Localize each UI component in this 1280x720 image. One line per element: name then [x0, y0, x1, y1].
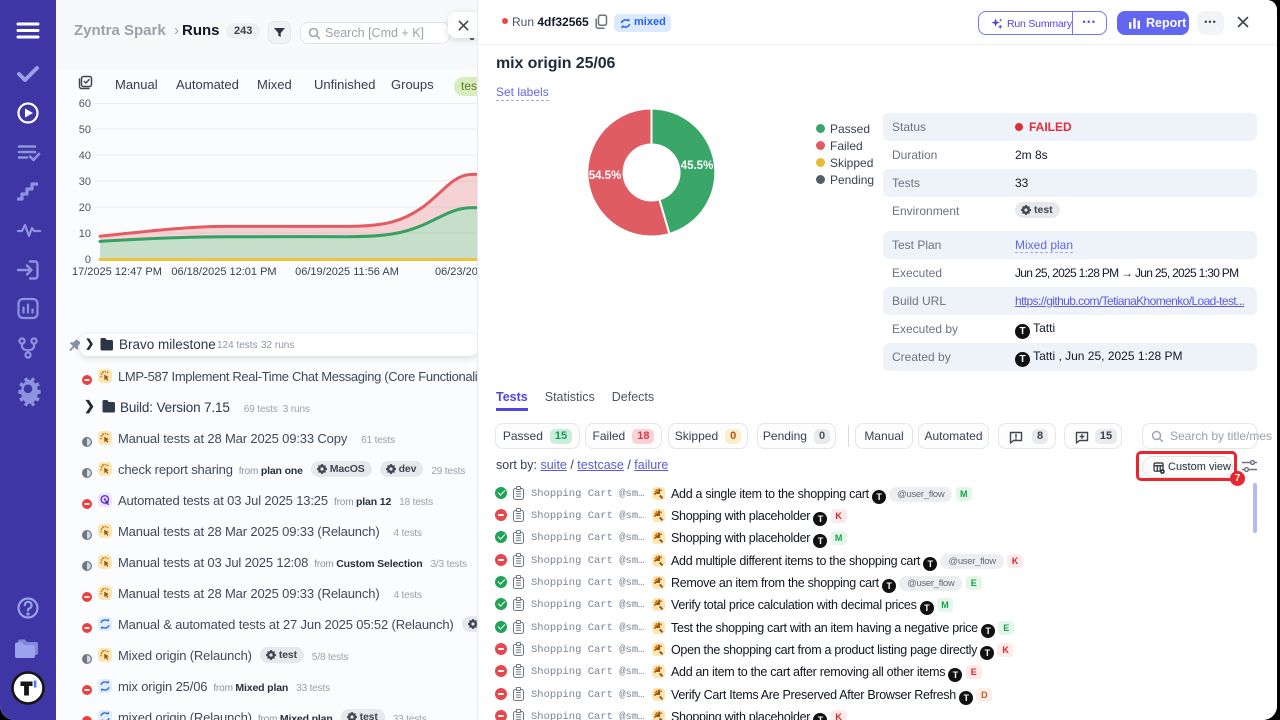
svg-text:40: 40 — [79, 150, 91, 162]
svg-text:10: 10 — [79, 228, 91, 240]
svg-text:45.5%: 45.5% — [681, 160, 714, 172]
svg-text:20: 20 — [79, 202, 91, 214]
svg-text:06/19/2025 11:56 AM: 06/19/2025 11:56 AM — [295, 266, 399, 278]
svg-text:30: 30 — [79, 176, 91, 188]
svg-text:06/18/2025 12:01 PM: 06/18/2025 12:01 PM — [171, 266, 276, 278]
svg-text:06/23/202: 06/23/202 — [435, 266, 478, 278]
svg-text:50: 50 — [79, 124, 91, 136]
svg-text:60: 60 — [79, 98, 91, 110]
svg-text:54.5%: 54.5% — [589, 170, 622, 182]
svg-text:0: 0 — [85, 254, 91, 266]
svg-text:17/2025 12:47 PM: 17/2025 12:47 PM — [72, 266, 162, 278]
